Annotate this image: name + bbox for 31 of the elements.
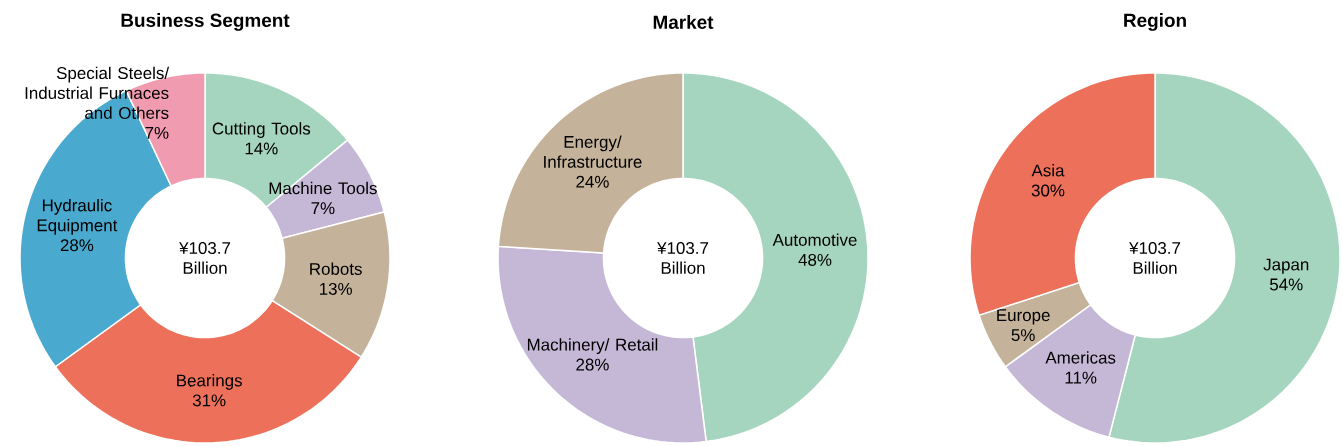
chart-title: Market <box>653 15 714 29</box>
slice-label: Hydraulic Equipment <box>37 198 118 235</box>
chart-title: Business Segment <box>121 13 290 31</box>
slice-label: Bearings <box>177 374 242 390</box>
data-label: 7% <box>145 126 169 139</box>
text: ¥103.7 Billion <box>1129 242 1181 274</box>
slice-label: Europe <box>997 309 1050 325</box>
data-label: 5% <box>1011 329 1035 342</box>
data-label: 54% <box>1269 278 1303 291</box>
slice-label: Cutting Tools <box>212 122 311 138</box>
slice-label: Robots <box>310 262 362 275</box>
slice-label: Americas <box>1045 351 1116 364</box>
data-label: 28% <box>576 358 609 371</box>
slice-label: Machinery/ Retail <box>527 338 658 355</box>
data-label: 31% <box>192 394 226 407</box>
slice-label: Automotive <box>772 233 857 246</box>
data-label: 13% <box>320 282 352 295</box>
text: ¥103.7 Billion <box>657 242 709 274</box>
data-label: 28% <box>60 239 94 252</box>
text: ¥103.7 Billion <box>179 242 231 274</box>
data-label: 30% <box>1031 184 1065 197</box>
data-label: 7% <box>311 202 335 215</box>
slice-label: Asia <box>1031 164 1065 177</box>
data-label: 11% <box>1065 371 1097 384</box>
slice-label: Energy/ Infrastructure <box>544 135 642 168</box>
data-label: 48% <box>798 253 832 266</box>
data-label: 24% <box>576 175 609 188</box>
chart-title: Region <box>1124 13 1186 31</box>
slice-label: Machine Tools <box>269 181 377 195</box>
data-label: 14% <box>245 142 278 155</box>
slice-label: Japan <box>1263 258 1309 274</box>
